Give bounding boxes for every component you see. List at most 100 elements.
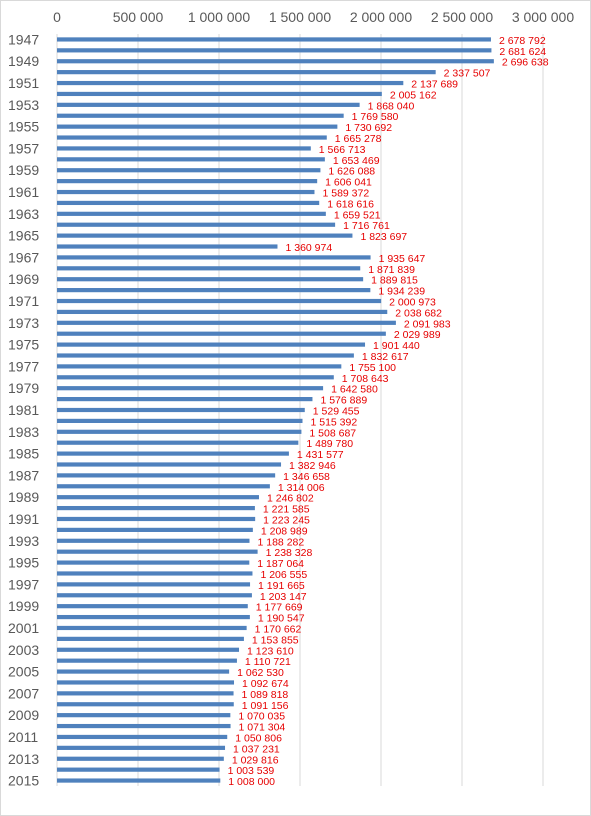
- data-label: 1 576 889: [320, 395, 367, 407]
- y-tick-label: 2011: [8, 729, 38, 745]
- data-label: 1 062 530: [237, 667, 284, 679]
- bar: [57, 636, 244, 641]
- bar: [57, 200, 320, 206]
- bar: [57, 560, 250, 565]
- bar: [57, 331, 386, 336]
- data-label: 1 246 802: [267, 493, 314, 505]
- data-label: 1 177 669: [256, 602, 303, 614]
- bar: [57, 614, 250, 620]
- data-label: 2 337 507: [444, 68, 491, 80]
- bar: [57, 571, 253, 576]
- data-label: 2 038 682: [395, 307, 442, 319]
- data-label: 1 508 687: [309, 427, 356, 439]
- data-label: 1 223 245: [263, 514, 310, 526]
- y-tick-label: 1957: [8, 140, 39, 156]
- bar: [57, 604, 248, 609]
- bar: [57, 342, 366, 347]
- y-tick-label: 2007: [8, 685, 39, 701]
- bar: [57, 593, 252, 598]
- y-tick-label: 2005: [8, 664, 39, 680]
- x-tick-label: 500 000: [113, 9, 164, 25]
- bar: [57, 756, 224, 761]
- bar: [57, 527, 253, 532]
- y-tick-label: 1975: [8, 337, 39, 353]
- data-label: 1 653 469: [333, 155, 380, 167]
- x-axis-ticks: 0 500 000 1 000 000 1 500 000 2 000 000 2 500…: [53, 9, 574, 25]
- bar: [57, 288, 371, 293]
- bar: [57, 222, 336, 227]
- bar: [57, 244, 278, 249]
- data-label: 1 191 665: [258, 580, 305, 592]
- bar: [57, 168, 321, 173]
- bar: [57, 702, 234, 707]
- bar: [57, 669, 230, 674]
- data-label: 2 696 638: [502, 57, 549, 69]
- bar: [57, 429, 302, 434]
- bar: [57, 157, 325, 162]
- data-label: 1 170 662: [255, 623, 302, 635]
- bar: [57, 386, 324, 391]
- bar: [57, 713, 231, 718]
- data-label: 1 092 674: [242, 678, 289, 690]
- y-tick-label: 1949: [8, 53, 39, 69]
- data-label: 1 070 035: [238, 711, 285, 723]
- bar: [57, 189, 315, 195]
- data-label: 1 606 041: [325, 177, 372, 189]
- y-tick-label: 1965: [8, 228, 39, 244]
- y-tick-label: 1997: [8, 576, 39, 592]
- data-label: 1 123 610: [247, 645, 294, 657]
- data-label: 1 515 392: [310, 416, 357, 428]
- bars: [57, 37, 494, 783]
- bar: [57, 658, 237, 663]
- bar: [57, 778, 221, 783]
- y-tick-label: 1977: [8, 358, 39, 374]
- data-label: 1 529 455: [313, 406, 360, 418]
- data-label: 1 730 692: [345, 122, 392, 134]
- data-label: 1 037 231: [233, 743, 280, 755]
- bar: [57, 397, 313, 402]
- x-tick-label: 2 000 000: [350, 9, 412, 25]
- bar: [57, 582, 251, 587]
- bar: [57, 745, 226, 750]
- bar: [57, 484, 270, 489]
- data-label: 1 566 713: [319, 144, 366, 156]
- data-label: 1 589 372: [322, 188, 369, 200]
- data-label: 1 071 304: [239, 722, 286, 734]
- data-label: 2 005 162: [390, 89, 437, 101]
- data-label: 1 626 088: [328, 166, 375, 178]
- data-label: 1 008 000: [228, 776, 275, 788]
- bar: [57, 70, 436, 75]
- y-tick-label: 1951: [8, 75, 39, 91]
- y-tick-label: 1985: [8, 446, 39, 462]
- bar: [57, 113, 344, 118]
- bar: [57, 375, 334, 380]
- data-label: 1 188 282: [258, 536, 305, 548]
- data-label: 1 868 040: [368, 100, 415, 112]
- y-tick-label: 1953: [8, 97, 39, 113]
- data-label: 1 029 816: [232, 754, 279, 766]
- data-label: 1 823 697: [360, 231, 407, 243]
- bar: [57, 309, 388, 315]
- bar: [57, 723, 231, 729]
- data-label: 1 708 643: [342, 373, 389, 385]
- bar: [57, 91, 382, 97]
- y-tick-label: 2001: [8, 620, 39, 636]
- data-label: 1 089 818: [242, 689, 289, 701]
- y-tick-label: 1971: [8, 293, 39, 309]
- data-label: 1 153 855: [252, 634, 299, 646]
- bar: [57, 59, 494, 64]
- bar: [57, 364, 342, 369]
- y-tick-label: 2009: [8, 707, 39, 723]
- data-label: 1 934 239: [378, 286, 425, 298]
- data-label: 1 238 328: [266, 547, 313, 559]
- data-label: 1 659 521: [334, 209, 381, 221]
- data-label: 1 755 100: [349, 362, 396, 374]
- data-label: 1 716 761: [343, 220, 390, 232]
- bar: [57, 255, 371, 260]
- bar: [57, 80, 404, 86]
- data-label: 1 208 989: [261, 525, 308, 537]
- data-label: 2 681 624: [499, 46, 546, 58]
- bar: [57, 277, 364, 282]
- bar: [57, 353, 354, 358]
- y-tick-label: 1955: [8, 119, 39, 135]
